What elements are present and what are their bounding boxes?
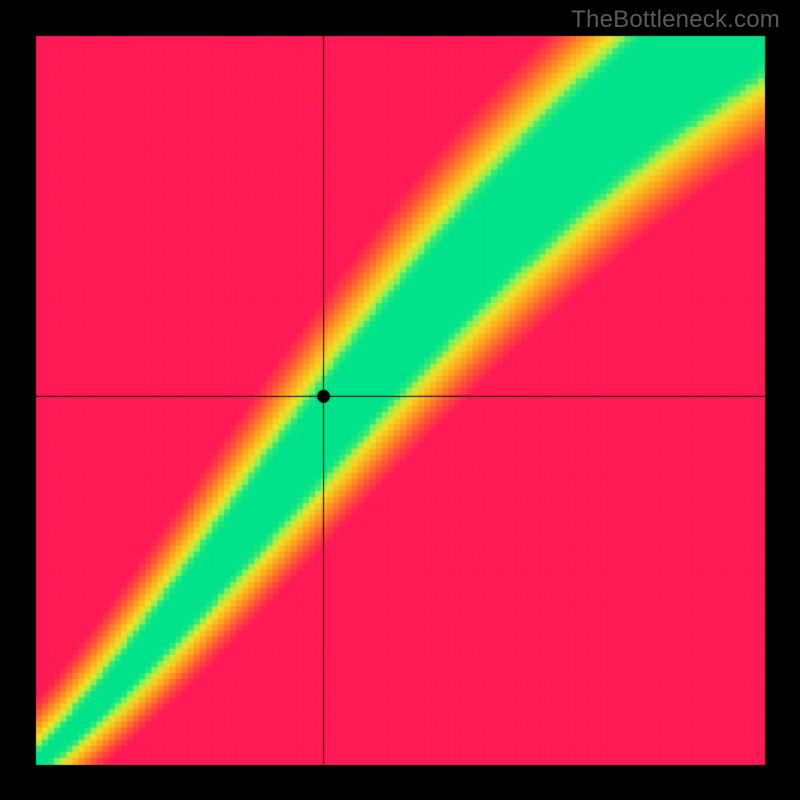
chart-container: TheBottleneck.com — [0, 0, 800, 800]
bottleneck-heatmap — [0, 0, 800, 800]
watermark-label: TheBottleneck.com — [571, 6, 780, 34]
